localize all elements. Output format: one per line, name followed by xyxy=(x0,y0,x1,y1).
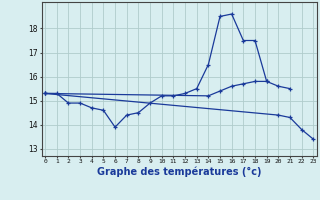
X-axis label: Graphe des températures (°c): Graphe des températures (°c) xyxy=(97,167,261,177)
